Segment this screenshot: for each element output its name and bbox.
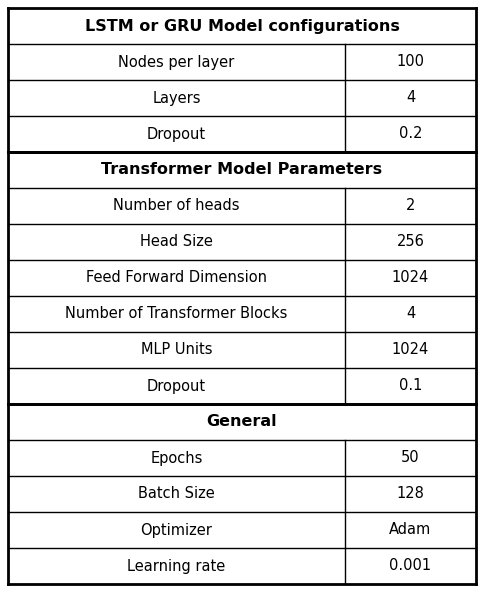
Text: 256: 256 bbox=[396, 234, 424, 249]
Text: Number of heads: Number of heads bbox=[113, 199, 240, 213]
Text: Learning rate: Learning rate bbox=[127, 559, 226, 573]
Text: Epochs: Epochs bbox=[151, 450, 203, 465]
Text: Dropout: Dropout bbox=[147, 127, 206, 142]
Text: 1024: 1024 bbox=[392, 270, 429, 285]
Text: 1024: 1024 bbox=[392, 343, 429, 358]
Text: 4: 4 bbox=[406, 307, 415, 322]
Text: 100: 100 bbox=[396, 54, 424, 69]
Text: Optimizer: Optimizer bbox=[140, 523, 212, 538]
Text: Number of Transformer Blocks: Number of Transformer Blocks bbox=[65, 307, 287, 322]
Text: 50: 50 bbox=[401, 450, 420, 465]
Text: 2: 2 bbox=[406, 199, 415, 213]
Text: Layers: Layers bbox=[152, 90, 201, 105]
Text: Feed Forward Dimension: Feed Forward Dimension bbox=[86, 270, 267, 285]
Text: 0.1: 0.1 bbox=[399, 379, 422, 393]
Text: MLP Units: MLP Units bbox=[141, 343, 212, 358]
Text: Dropout: Dropout bbox=[147, 379, 206, 393]
Text: 0.2: 0.2 bbox=[399, 127, 422, 142]
Text: Adam: Adam bbox=[389, 523, 432, 538]
Text: Nodes per layer: Nodes per layer bbox=[119, 54, 235, 69]
Text: 4: 4 bbox=[406, 90, 415, 105]
Text: Transformer Model Parameters: Transformer Model Parameters bbox=[102, 163, 382, 178]
Text: Batch Size: Batch Size bbox=[138, 487, 215, 502]
Text: Head Size: Head Size bbox=[140, 234, 213, 249]
Text: 0.001: 0.001 bbox=[390, 559, 432, 573]
Text: LSTM or GRU Model configurations: LSTM or GRU Model configurations bbox=[85, 19, 399, 33]
Text: 128: 128 bbox=[396, 487, 424, 502]
Text: General: General bbox=[207, 414, 277, 429]
